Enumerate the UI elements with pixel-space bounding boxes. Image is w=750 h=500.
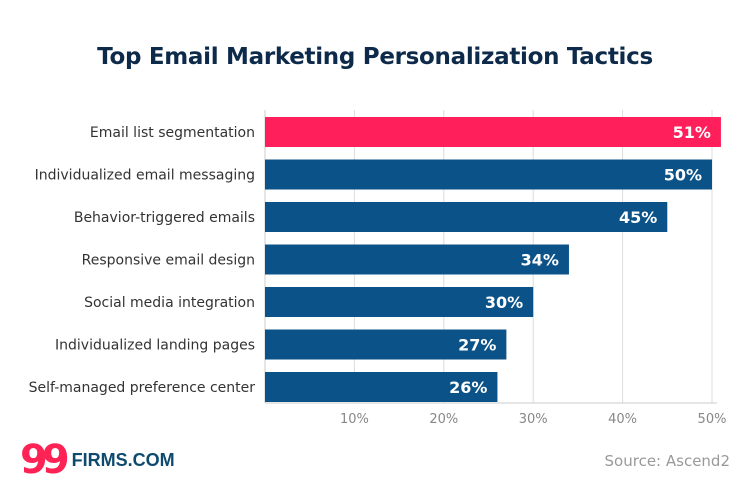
data-label: 27% [458, 336, 496, 355]
category-label: Social media integration [84, 295, 255, 311]
bar [265, 372, 498, 402]
logo-text: FIRMS.COM [71, 449, 175, 470]
bar [265, 202, 668, 232]
logo: 99 FIRMS.COM [20, 437, 175, 483]
x-tick-label: 50% [698, 412, 727, 427]
logo-number: 99 [20, 437, 70, 483]
data-label: 50% [664, 166, 702, 185]
x-tick-label: 30% [519, 412, 548, 427]
data-label: 26% [449, 378, 487, 397]
x-tick-label: 20% [429, 412, 458, 427]
bar [265, 159, 712, 190]
bar [265, 329, 507, 360]
bar [265, 287, 534, 317]
category-label: Individualized email messaging [35, 168, 255, 184]
chart-title: Top Email Marketing Personalization Tact… [97, 44, 653, 70]
bar [265, 117, 721, 147]
data-label: 34% [521, 251, 559, 270]
bar [265, 244, 569, 275]
data-label: 30% [485, 293, 523, 312]
category-label: Email list segmentation [90, 125, 255, 141]
category-label: Responsive email design [82, 253, 255, 269]
data-label: 45% [619, 208, 657, 227]
source-note: Source: Ascend2 [604, 452, 730, 470]
x-tick-label: 10% [340, 412, 369, 427]
category-label: Behavior-triggered emails [74, 210, 255, 226]
x-tick-label: 40% [608, 412, 637, 427]
category-label: Individualized landing pages [55, 338, 255, 354]
bar-chart: 10% 20% 30% 40% 50% Email list segmentation 51… [29, 110, 727, 427]
category-label: Self-managed preference center [29, 380, 256, 396]
data-label: 51% [673, 123, 711, 142]
